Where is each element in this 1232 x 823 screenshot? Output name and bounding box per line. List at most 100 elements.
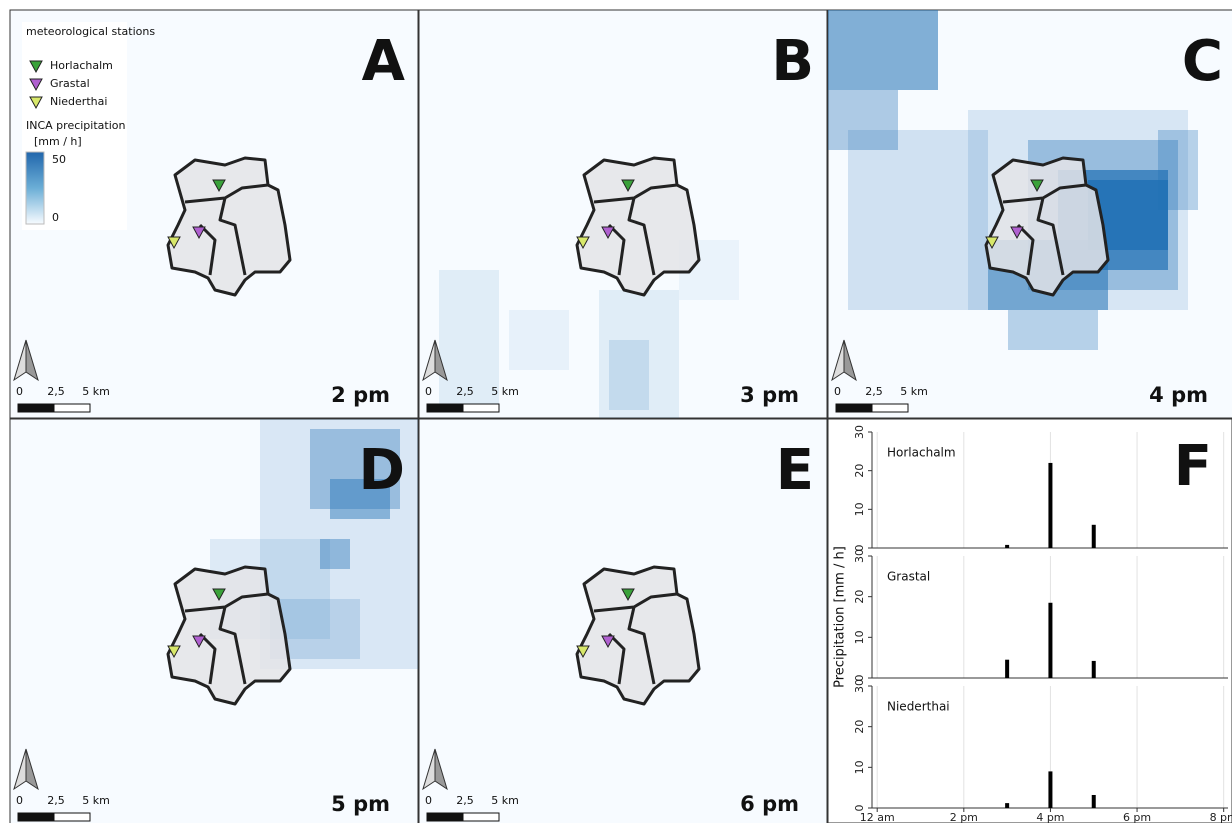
legend-unit: [mm / h] (34, 135, 82, 148)
y-tick-label: 20 (853, 464, 866, 478)
precip-cells (609, 340, 649, 410)
time-label: 4 pm (1149, 383, 1208, 407)
station-marker (192, 226, 206, 240)
station-marker (192, 635, 206, 649)
time-label: 3 pm (740, 383, 799, 407)
scale-bar (53, 812, 91, 822)
scale-label: 5 km (82, 794, 110, 807)
bar (1048, 602, 1053, 678)
scale-label: 5 km (900, 385, 928, 398)
precip-cells (320, 539, 350, 569)
legend-label: Niederthai (50, 95, 107, 108)
map-panel: B 3 pm 0 2,5 5 km (418, 9, 828, 419)
bar (1091, 660, 1096, 678)
map-panel: D 5 pm 0 2,5 5 km (9, 418, 419, 823)
scale-label: 0 (834, 385, 841, 398)
panel-letter: D (359, 438, 405, 503)
x-tick-label: 2 pm (950, 811, 978, 823)
legend-marker (29, 96, 43, 110)
station-marker (212, 179, 226, 193)
y-tick-label: 0 (853, 545, 866, 552)
precip-cells (848, 130, 988, 310)
station-marker (601, 226, 615, 240)
panel-letter: C (1182, 29, 1223, 94)
y-tick-label: 20 (853, 720, 866, 734)
panel-letter: B (771, 29, 814, 94)
precip-cells (828, 90, 898, 150)
subplot-title: Grastal (887, 570, 930, 584)
legend-label: Horlachalm (50, 59, 113, 72)
bar (1005, 803, 1010, 808)
y-tick-label: 10 (853, 630, 866, 644)
scale-label: 2,5 (47, 385, 65, 398)
precip-cells (260, 419, 418, 669)
precip-cells (1008, 310, 1098, 350)
precip-cells (330, 479, 390, 519)
map-panel: C 4 pm 0 2,5 5 km (827, 9, 1232, 419)
station-marker (601, 635, 615, 649)
scale-label: 5 km (82, 385, 110, 398)
legend-label: Grastal (50, 77, 90, 90)
panel-letter: E (776, 438, 814, 503)
legend-marker (29, 78, 43, 92)
scale-bar (426, 812, 464, 822)
x-tick-label: 12 am (860, 811, 895, 823)
y-axis-label: Precipitation [mm / h] (833, 546, 848, 688)
station-marker (985, 236, 999, 250)
station-marker (1010, 226, 1024, 240)
scale-label: 0 (16, 385, 23, 398)
north-arrow (25, 748, 39, 791)
scale-bar (17, 403, 55, 413)
scale-label: 0 (16, 794, 23, 807)
bar (1091, 794, 1096, 808)
time-label: 2 pm (331, 383, 390, 407)
time-label: 5 pm (331, 792, 390, 816)
legend-marker (29, 60, 43, 74)
legend-title: INCA precipitation (26, 119, 126, 132)
station-marker (576, 236, 590, 250)
scale-bar (17, 812, 55, 822)
station-marker (621, 588, 635, 602)
bar (1005, 659, 1010, 678)
scale-label: 5 km (491, 794, 519, 807)
scale-bar (462, 812, 500, 822)
station-marker (576, 645, 590, 659)
scale-label: 2,5 (456, 385, 474, 398)
x-tick-label: 8 pm (1210, 811, 1232, 823)
scale-bar (426, 403, 464, 413)
station-marker (167, 645, 181, 659)
station-marker (167, 236, 181, 250)
scale-label: 2,5 (47, 794, 65, 807)
scale-bar (835, 403, 873, 413)
scale-label: 5 km (491, 385, 519, 398)
panel-letter: A (362, 29, 406, 94)
precip-cells (439, 270, 499, 410)
colorbar-label: 0 (52, 211, 59, 224)
station-marker (621, 179, 635, 193)
y-tick-label: 0 (853, 805, 866, 812)
y-tick-label: 30 (853, 679, 866, 693)
bar (1091, 524, 1096, 548)
station-marker (1030, 179, 1044, 193)
colorbar (25, 151, 45, 225)
y-tick-label: 0 (853, 675, 866, 682)
precip-cells (828, 10, 938, 90)
north-arrow (434, 339, 448, 382)
subplot-title: Horlachalm (887, 446, 956, 460)
bar (1048, 462, 1053, 548)
x-tick-label: 4 pm (1036, 811, 1064, 823)
map-panel: E 6 pm 0 2,5 5 km (418, 418, 828, 823)
precip-cells (1158, 130, 1198, 210)
bar (1005, 544, 1010, 548)
scale-bar (53, 403, 91, 413)
north-arrow (25, 339, 39, 382)
legend-title: meteorological stations (26, 25, 155, 38)
chart-panel (827, 418, 1232, 823)
y-tick-label: 30 (853, 425, 866, 439)
colorbar-label: 50 (52, 153, 66, 166)
legend: meteorological stations Horlachalm Grastal… (22, 22, 155, 230)
scale-label: 0 (425, 794, 432, 807)
scale-bar (871, 403, 909, 413)
y-tick-label: 30 (853, 549, 866, 563)
